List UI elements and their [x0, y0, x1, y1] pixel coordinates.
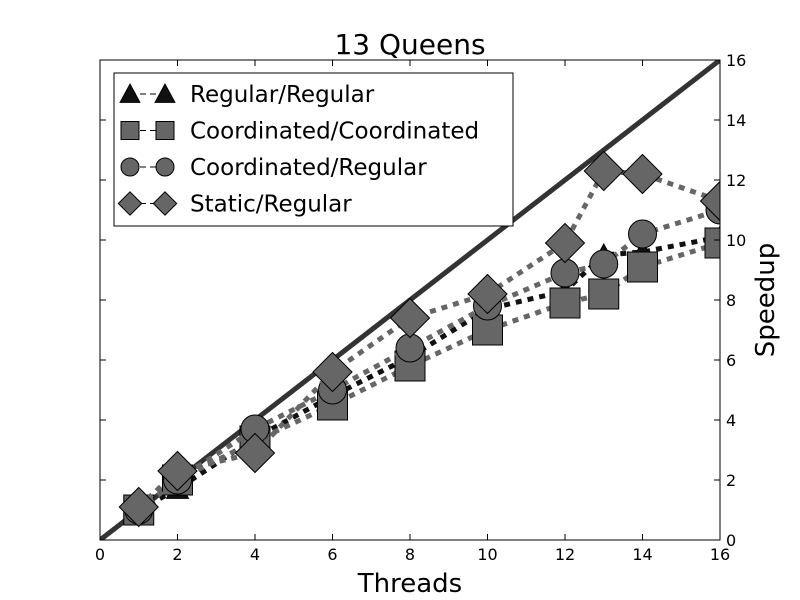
- legend-item: Coordinated/Coordinated: [120, 119, 479, 145]
- data-point: [312, 351, 353, 393]
- x-tick-label: 2: [172, 545, 182, 564]
- data-point: [588, 278, 620, 310]
- y-tick-label: 14: [726, 111, 746, 130]
- data-point: [622, 153, 663, 195]
- legend-item: Coordinated/Regular: [120, 155, 427, 181]
- data-point: [389, 297, 431, 339]
- y-tick-label: 4: [726, 411, 736, 430]
- legend-marker: [117, 191, 143, 216]
- data-point: [699, 180, 720, 222]
- data-point: [583, 150, 624, 192]
- legend-marker: [154, 83, 176, 103]
- data-point: [628, 219, 657, 249]
- series-line: [137, 240, 720, 512]
- legend-label: Static/Regular: [190, 192, 352, 218]
- data-point: [704, 227, 720, 259]
- data-point: [589, 249, 619, 279]
- x-tick-label: 14: [632, 545, 652, 564]
- data-point: [467, 273, 508, 315]
- data-point: [544, 222, 586, 264]
- legend-label: Coordinated/Coordinated: [190, 119, 479, 145]
- series-line: [137, 234, 720, 513]
- x-tick-label: 0: [95, 545, 105, 564]
- series-square: [123, 227, 720, 526]
- y-tick-label: 2: [726, 471, 736, 490]
- legend-marker: [155, 121, 175, 140]
- y-axis-label: Speedup: [751, 243, 781, 358]
- series-diamond: [118, 150, 720, 528]
- series-line: [137, 207, 720, 512]
- legend-item: Static/Regular: [117, 191, 352, 218]
- x-tick-label: 8: [405, 545, 415, 564]
- series-line: [137, 168, 720, 509]
- chart-title: 13 Queens: [334, 28, 485, 61]
- legend-marker: [155, 157, 175, 177]
- plot-area: [100, 60, 720, 540]
- x-tick-label: 10: [477, 545, 497, 564]
- x-tick-label: 16: [710, 545, 730, 564]
- legend-marker: [119, 83, 141, 103]
- y-tick-label: 10: [726, 231, 746, 250]
- y-tick-label: 16: [726, 51, 746, 70]
- legend-marker: [120, 157, 140, 177]
- y-tick-label: 8: [726, 291, 736, 310]
- x-tick-label: 6: [327, 545, 337, 564]
- data-point: [157, 450, 198, 492]
- y-tick-label: 6: [726, 351, 736, 370]
- legend-box: [113, 72, 514, 227]
- data-point: [118, 486, 159, 528]
- legend-marker: [152, 191, 178, 216]
- x-axis-label: Threads: [357, 569, 462, 599]
- legend-label: Regular/Regular: [190, 82, 375, 108]
- legend-marker: [120, 121, 140, 140]
- data-point: [627, 251, 658, 283]
- data-point: [234, 432, 276, 474]
- legend-label: Coordinated/Regular: [190, 155, 427, 181]
- y-tick-label: 12: [726, 171, 746, 190]
- x-tick-label: 4: [250, 545, 260, 564]
- legend: Regular/Regular Coordinated/Coordinated Co…: [113, 72, 514, 227]
- series-circle: [124, 195, 720, 525]
- x-tick-label: 12: [555, 545, 575, 564]
- y-tick-label: 0: [726, 531, 736, 550]
- data-point: [549, 287, 581, 319]
- legend-item: Regular/Regular: [119, 82, 375, 108]
